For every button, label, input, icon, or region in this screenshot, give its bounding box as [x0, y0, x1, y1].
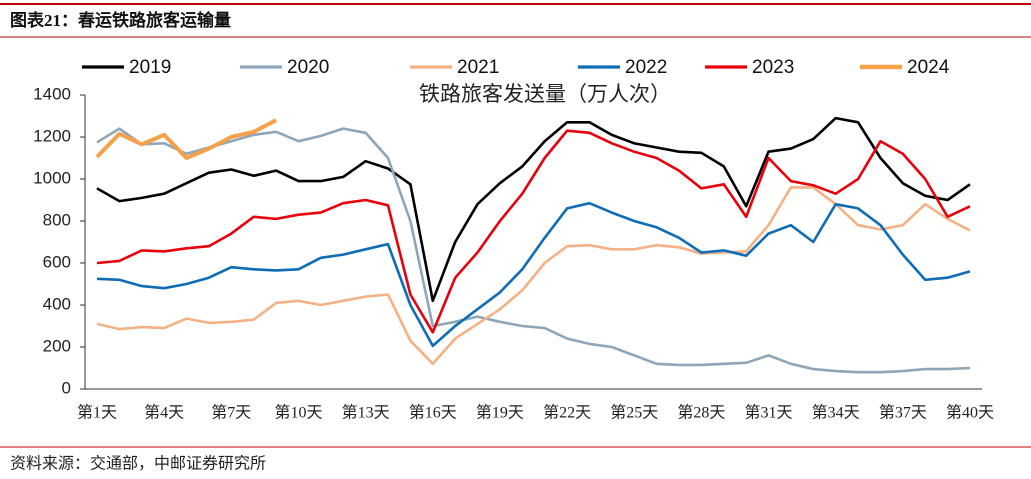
x-tick-label: 第28天 — [677, 404, 725, 422]
figure-title: 图表21：春运铁路旅客运输量 — [10, 10, 231, 30]
series-line — [96, 127, 971, 374]
legend-label: 2022 — [625, 57, 667, 78]
x-tick-label: 第22天 — [543, 404, 591, 422]
series-line — [96, 116, 971, 303]
legend-label: 2020 — [287, 57, 329, 78]
y-tick-label: 400 — [43, 294, 71, 313]
x-tick-label: 第40天 — [946, 404, 994, 422]
y-tick-label: 600 — [43, 252, 71, 271]
x-tick-label: 第31天 — [745, 404, 793, 422]
x-tick-label: 第4天 — [144, 404, 184, 422]
series-line — [96, 129, 971, 334]
y-tick-label: 0 — [62, 378, 71, 397]
x-tick-label: 第13天 — [342, 404, 390, 422]
x-tick-label: 第10天 — [274, 404, 322, 422]
chart-title: 铁路旅客发送量（万人次） — [419, 82, 671, 106]
y-tick-label: 1200 — [33, 126, 71, 145]
legend-label: 2023 — [752, 57, 794, 78]
y-tick-label: 200 — [43, 336, 71, 355]
legend-label: 2019 — [129, 57, 171, 78]
x-tick-label: 第25天 — [610, 404, 658, 422]
series-line — [95, 118, 278, 160]
x-tick-label: 第37天 — [879, 404, 927, 422]
series-line — [96, 186, 971, 366]
x-tick-label: 第7天 — [211, 404, 251, 422]
x-tick-label: 第1天 — [77, 404, 117, 422]
legend-label: 2021 — [457, 57, 499, 78]
x-tick-label: 第34天 — [812, 404, 860, 422]
y-tick-label: 800 — [43, 210, 71, 229]
source-note: 资料来源：交通部，中邮证券研究所 — [10, 455, 266, 473]
legend-label: 2024 — [907, 57, 950, 78]
y-tick-label: 1000 — [33, 168, 71, 187]
x-tick-label: 第19天 — [476, 404, 524, 422]
series-line — [96, 201, 971, 348]
y-tick-label: 1400 — [33, 84, 71, 103]
x-tick-label: 第16天 — [409, 404, 457, 422]
